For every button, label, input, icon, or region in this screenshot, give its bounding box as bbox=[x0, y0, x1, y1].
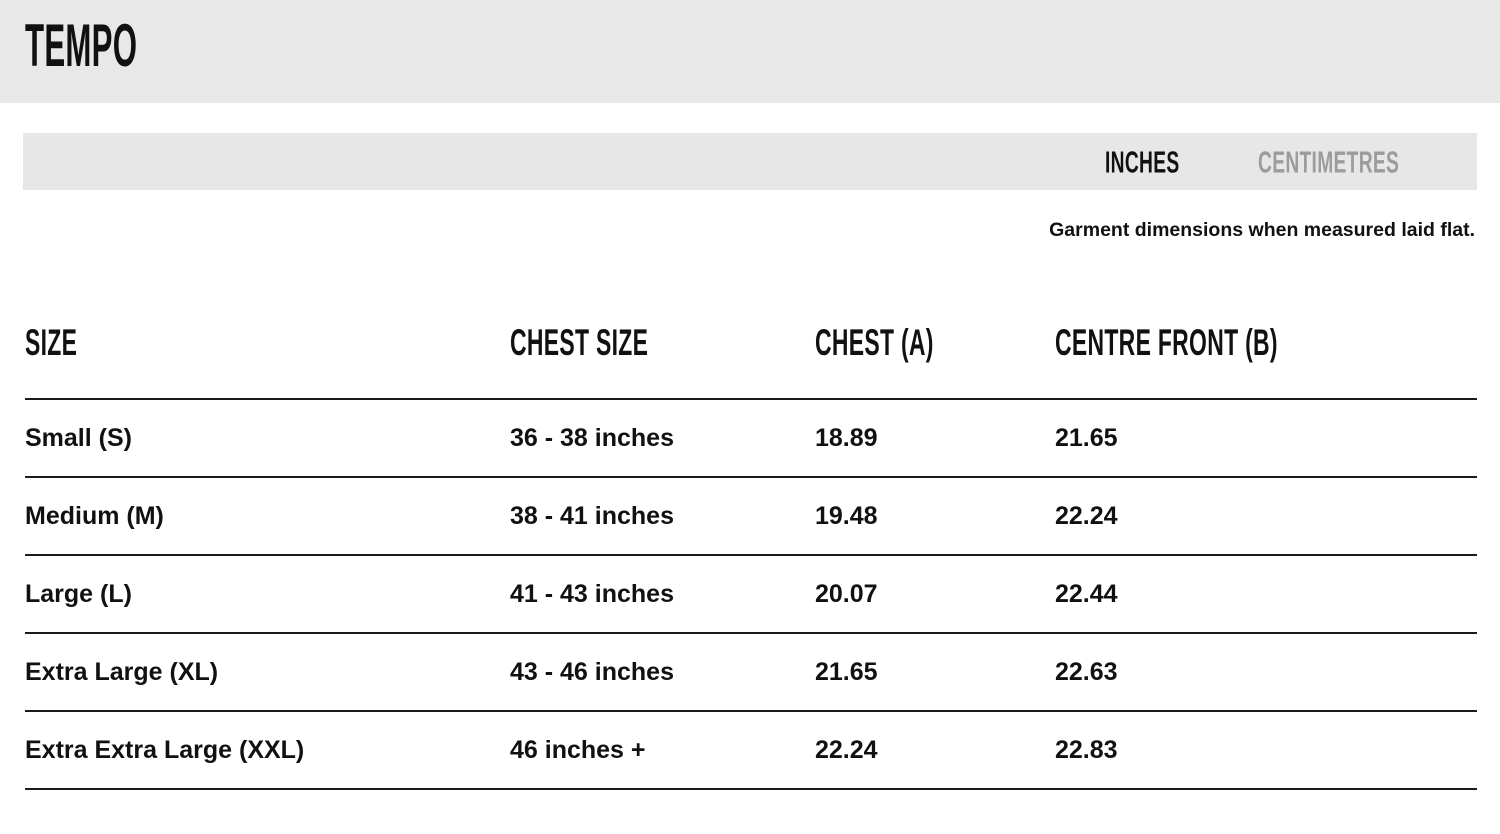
cell-chest-a: 19.48 bbox=[815, 501, 878, 530]
table-row: Extra Extra Large (XXL) 46 inches + 22.2… bbox=[25, 712, 1477, 790]
table-row: Small (S) 36 - 38 inches 18.89 21.65 bbox=[25, 400, 1477, 478]
column-header-chest-size: CHEST SIZE bbox=[510, 324, 815, 361]
tab-inches-label: INCHES bbox=[1105, 144, 1180, 179]
column-header-size: SIZE bbox=[25, 324, 510, 361]
cell-centre-front-b: 22.63 bbox=[1055, 657, 1118, 686]
tab-centimetres-label: CENTIMETRES bbox=[1258, 144, 1400, 179]
column-header-centre-front-b-label: CENTRE FRONT (B) bbox=[1055, 322, 1278, 363]
measurement-note: Garment dimensions when measured laid fl… bbox=[1049, 219, 1475, 241]
cell-chest-a: 20.07 bbox=[815, 579, 878, 608]
unit-toggle: INCHES CENTIMETRES bbox=[23, 133, 1477, 190]
cell-size: Extra Large (XL) bbox=[25, 657, 219, 686]
header-band: TEMPO bbox=[0, 0, 1500, 103]
cell-centre-front-b: 22.83 bbox=[1055, 735, 1118, 764]
cell-chest-size: 46 inches + bbox=[510, 735, 646, 764]
column-header-chest-a-label: CHEST (A) bbox=[815, 322, 934, 363]
size-table: SIZE CHEST SIZE CHEST (A) CENTRE FRONT (… bbox=[23, 324, 1477, 790]
cell-chest-size: 38 - 41 inches bbox=[510, 501, 674, 530]
cell-chest-a: 22.24 bbox=[815, 735, 878, 764]
cell-size: Large (L) bbox=[25, 579, 132, 608]
column-header-centre-front-b: CENTRE FRONT (B) bbox=[1055, 324, 1477, 361]
cell-centre-front-b: 21.65 bbox=[1055, 423, 1118, 452]
cell-size: Small (S) bbox=[25, 423, 132, 452]
tab-centimetres[interactable]: CENTIMETRES bbox=[1258, 146, 1486, 177]
cell-chest-size: 43 - 46 inches bbox=[510, 657, 674, 686]
cell-centre-front-b: 22.24 bbox=[1055, 501, 1118, 530]
column-header-chest-size-label: CHEST SIZE bbox=[510, 322, 649, 363]
cell-size: Medium (M) bbox=[25, 501, 164, 530]
cell-size: Extra Extra Large (XXL) bbox=[25, 735, 305, 764]
cell-chest-size: 41 - 43 inches bbox=[510, 579, 674, 608]
column-header-chest-a: CHEST (A) bbox=[815, 324, 1055, 361]
cell-centre-front-b: 22.44 bbox=[1055, 579, 1118, 608]
table-row: Medium (M) 38 - 41 inches 19.48 22.24 bbox=[25, 478, 1477, 556]
cell-chest-a: 21.65 bbox=[815, 657, 878, 686]
table-row: Large (L) 41 - 43 inches 20.07 22.44 bbox=[25, 556, 1477, 634]
tab-inches[interactable]: INCHES bbox=[1105, 146, 1225, 177]
table-body: Small (S) 36 - 38 inches 18.89 21.65 Med… bbox=[25, 400, 1477, 790]
page-title: TEMPO bbox=[25, 11, 138, 79]
column-header-size-label: SIZE bbox=[25, 322, 78, 363]
table-row: Extra Large (XL) 43 - 46 inches 21.65 22… bbox=[25, 634, 1477, 712]
table-header-row: SIZE CHEST SIZE CHEST (A) CENTRE FRONT (… bbox=[25, 324, 1477, 400]
cell-chest-size: 36 - 38 inches bbox=[510, 423, 674, 452]
cell-chest-a: 18.89 bbox=[815, 423, 878, 452]
